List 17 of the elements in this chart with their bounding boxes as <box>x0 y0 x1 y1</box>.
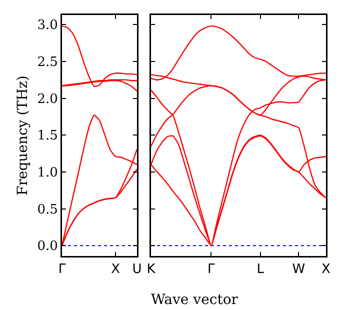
y-tick-label: 3.0 <box>37 18 58 34</box>
y-tick-label: 1.5 <box>37 128 58 144</box>
x-tick-label: W <box>292 262 306 278</box>
x-axis-title: Wave vector <box>151 292 238 308</box>
x-tick-label: Γ <box>208 262 216 278</box>
x-tick-label: X <box>322 262 331 278</box>
y-tick-label: 2.5 <box>37 54 58 70</box>
x-tick-label: Γ <box>58 262 66 278</box>
y-tick-label: 0.5 <box>37 202 58 218</box>
y-tick-label: 2.0 <box>37 92 58 107</box>
x-tick-label: X <box>111 262 120 278</box>
x-tick-label: K <box>146 262 156 278</box>
x-tick-label: L <box>256 262 265 278</box>
y-tick-label: 1.0 <box>37 166 58 181</box>
y-axis-title: Frequency (THz) <box>15 75 32 196</box>
y-tick-label: 0.0 <box>37 239 58 254</box>
x-tick-label: U <box>132 262 142 278</box>
